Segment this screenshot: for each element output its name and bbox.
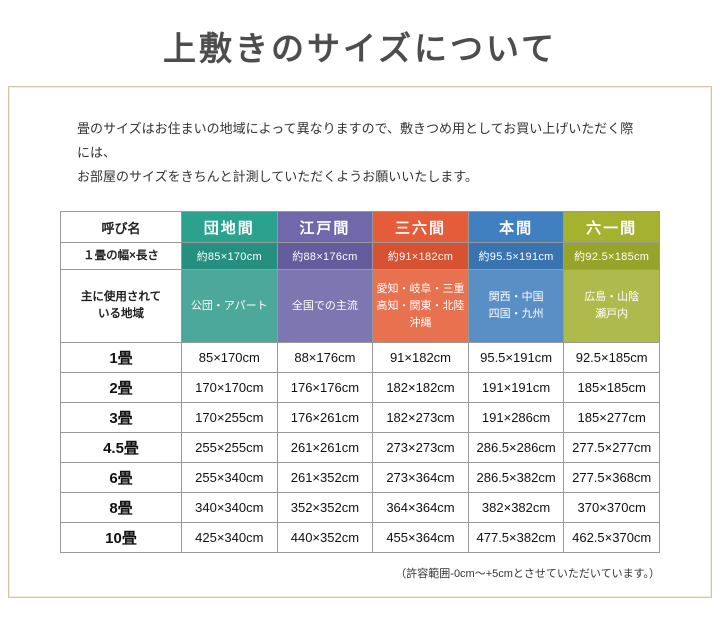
table-cell: 277.5×277cm [563,432,660,464]
column-header-danchima: 団地間 [181,211,278,244]
region-cell: 公団・アパート [181,269,278,344]
table-cell: 191×286cm [467,402,565,434]
table-cell: 85×170cm [181,342,278,374]
width-length-row: １畳の幅×長さ 約85×170cm 約88×176cm 約91×182cm 約9… [60,242,660,271]
row-label: 6畳 [60,462,182,494]
region-cell: 関西・中国 四国・九州 [467,269,565,344]
table-cell: 382×382cm [467,492,565,524]
column-header-sabuma: 三六間 [372,211,469,244]
size-cell: 約95.5×191cm [467,242,565,271]
table-cell: 440×352cm [276,522,374,554]
content-frame: 畳のサイズはお住まいの地域によって異なりますので、敷きつめ用としてお買い上げいた… [8,86,712,598]
table-cell: 95.5×191cm [467,342,565,374]
row-label-size: １畳の幅×長さ [60,242,182,271]
table-cell: 92.5×185cm [563,342,660,374]
table-row: 10畳 425×340cm 440×352cm 455×364cm 477.5×… [60,522,660,554]
table-cell: 185×277cm [563,402,660,434]
table-cell: 477.5×382cm [467,522,565,554]
table-cell: 176×176cm [276,372,374,404]
table-header-row: 呼び名 団地間 江戸間 三六間 本間 六一間 [60,211,660,244]
table-cell: 191×191cm [467,372,565,404]
table-cell: 170×170cm [181,372,278,404]
table-cell: 182×182cm [372,372,469,404]
table-cell: 261×261cm [276,432,374,464]
row-label-region: 主に使用されて いる地域 [60,269,182,344]
page-title: 上敷きのサイズについて [162,29,558,68]
table-cell: 273×364cm [372,462,469,494]
table-cell: 425×340cm [181,522,278,554]
corner-header: 呼び名 [60,211,182,244]
intro-line-1: 畳のサイズはお住まいの地域によって異なりますので、敷きつめ用としてお買い上げいた… [77,121,634,161]
table-cell: 340×340cm [181,492,278,524]
table-cell: 364×364cm [372,492,469,524]
region-cell: 全国での主流 [276,269,374,344]
intro-line-2: お部屋のサイズをきちんと計測していただくようお願いいたします。 [77,169,478,185]
size-cell: 約92.5×185cm [563,242,660,271]
table-cell: 462.5×370cm [563,522,660,554]
intro-text: 畳のサイズはお住まいの地域によって異なりますので、敷きつめ用としてお買い上げいた… [77,117,643,189]
column-header-rokuichima: 六一間 [563,211,660,244]
size-cell: 約85×170cm [181,242,278,271]
table-cell: 273×273cm [372,432,469,464]
row-label: 3畳 [60,402,182,434]
row-label: 10畳 [60,522,182,554]
table-cell: 176×261cm [276,402,374,434]
table-cell: 261×352cm [276,462,374,494]
table-cell: 88×176cm [276,342,374,374]
region-cell: 愛知・岐阜・三重 高知・関東・北陸 沖縄 [372,269,469,344]
row-label: 2畳 [60,372,182,404]
table-cell: 170×255cm [181,402,278,434]
size-cell: 約88×176cm [276,242,374,271]
table-row: 1畳 85×170cm 88×176cm 91×182cm 95.5×191cm… [60,342,660,374]
region-cell: 広島・山陰 瀬戸内 [563,269,660,344]
table-row: 4.5畳 255×255cm 261×261cm 273×273cm 286.5… [60,432,660,464]
column-header-honma: 本間 [467,211,565,244]
region-row: 主に使用されて いる地域 公団・アパート 全国での主流 愛知・岐阜・三重 高知・… [60,269,660,344]
table-row: 3畳 170×255cm 176×261cm 182×273cm 191×286… [60,402,660,434]
table-row: 8畳 340×340cm 352×352cm 364×364cm 382×382… [60,492,660,524]
table-cell: 255×340cm [181,462,278,494]
table-row: 6畳 255×340cm 261×352cm 273×364cm 286.5×3… [60,462,660,494]
table-row: 2畳 170×170cm 176×176cm 182×182cm 191×191… [60,372,660,404]
row-label: 4.5畳 [60,432,182,464]
column-header-edoma: 江戸間 [276,211,374,244]
table-cell: 91×182cm [372,342,469,374]
size-cell: 約91×182cm [372,242,469,271]
table-cell: 455×364cm [372,522,469,554]
table-cell: 286.5×286cm [467,432,565,464]
tatami-size-table: 呼び名 団地間 江戸間 三六間 本間 六一間 １畳の幅×長さ 約85×170cm… [60,211,660,554]
table-cell: 286.5×382cm [467,462,565,494]
table-cell: 182×273cm [372,402,469,434]
table-cell: 185×185cm [563,372,660,404]
table-cell: 277.5×368cm [563,462,660,494]
table-cell: 255×255cm [181,432,278,464]
table-cell: 370×370cm [563,492,660,524]
row-label: 8畳 [60,492,182,524]
table-cell: 352×352cm [276,492,374,524]
tolerance-footnote: （許容範囲-0cm～+5cmとさせていただいています。） [395,568,660,581]
row-label: 1畳 [60,342,182,374]
